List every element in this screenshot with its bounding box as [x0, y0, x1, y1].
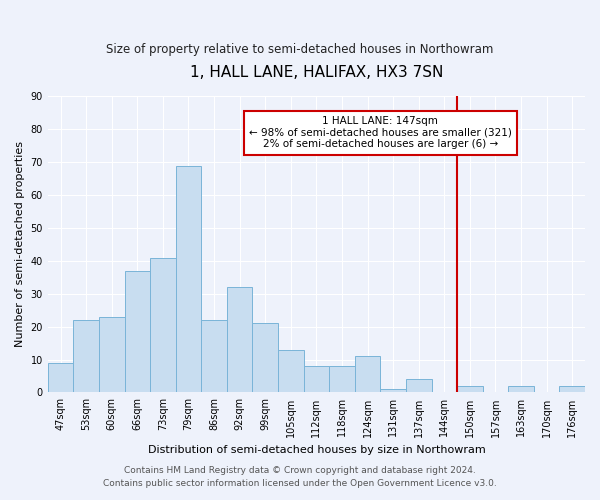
Bar — [380, 389, 406, 392]
Bar — [508, 386, 534, 392]
Bar — [48, 363, 73, 392]
Text: Contains HM Land Registry data © Crown copyright and database right 2024.
Contai: Contains HM Land Registry data © Crown c… — [103, 466, 497, 487]
Bar — [201, 320, 227, 392]
Bar — [176, 166, 201, 392]
Bar — [73, 320, 99, 392]
Bar — [125, 270, 150, 392]
Bar — [406, 380, 431, 392]
Bar — [559, 386, 585, 392]
X-axis label: Distribution of semi-detached houses by size in Northowram: Distribution of semi-detached houses by … — [148, 445, 485, 455]
Bar — [150, 258, 176, 392]
Bar — [227, 287, 253, 393]
Text: Size of property relative to semi-detached houses in Northowram: Size of property relative to semi-detach… — [106, 42, 494, 56]
Bar — [278, 350, 304, 393]
Bar — [99, 317, 125, 392]
Bar — [253, 324, 278, 392]
Bar — [457, 386, 482, 392]
Title: 1, HALL LANE, HALIFAX, HX3 7SN: 1, HALL LANE, HALIFAX, HX3 7SN — [190, 65, 443, 80]
Text: 1 HALL LANE: 147sqm
← 98% of semi-detached houses are smaller (321)
2% of semi-d: 1 HALL LANE: 147sqm ← 98% of semi-detach… — [249, 116, 512, 150]
Bar — [304, 366, 329, 392]
Bar — [355, 356, 380, 392]
Bar — [329, 366, 355, 392]
Y-axis label: Number of semi-detached properties: Number of semi-detached properties — [15, 142, 25, 348]
